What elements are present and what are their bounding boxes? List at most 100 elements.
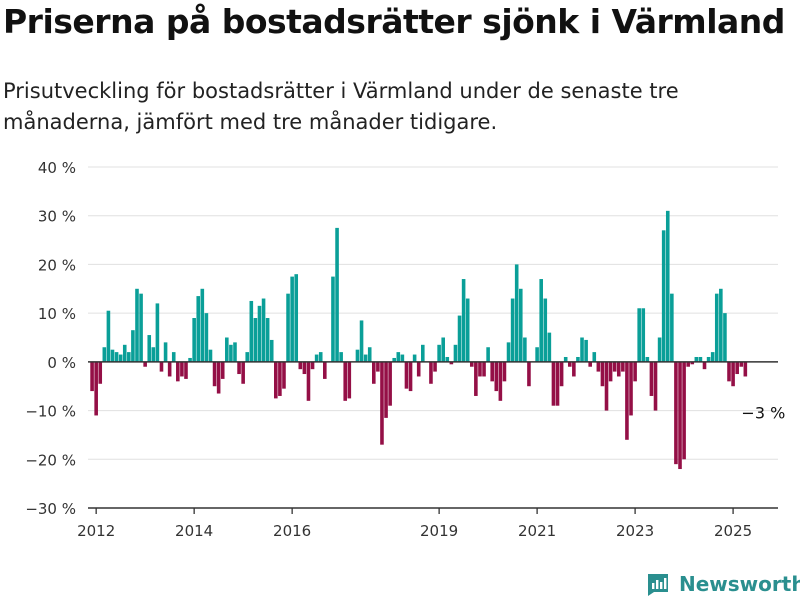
- bar: [376, 361, 380, 372]
- bar: [441, 337, 445, 362]
- bar: [580, 337, 584, 362]
- bar: [661, 230, 666, 362]
- bar: [163, 342, 168, 362]
- bar: [604, 361, 609, 411]
- bar: [416, 361, 421, 377]
- bar: [343, 361, 348, 401]
- x-tick-label: 2016: [273, 522, 311, 540]
- bar: [404, 361, 409, 389]
- bar: [694, 356, 699, 362]
- bar: [131, 330, 135, 362]
- bar: [498, 361, 503, 401]
- bar: [584, 339, 588, 362]
- bar: [421, 344, 425, 362]
- brand-name: Newsworthy: [679, 572, 800, 596]
- bar: [135, 288, 139, 362]
- bar: [543, 298, 548, 362]
- bar: [408, 361, 413, 392]
- bar: [592, 352, 597, 362]
- bar-series: [90, 210, 748, 470]
- bar: [306, 361, 311, 401]
- bar: [576, 356, 580, 362]
- bar: [523, 337, 527, 362]
- bar: [396, 352, 401, 362]
- bar: [180, 361, 184, 377]
- bar: [461, 279, 466, 362]
- bar: [176, 361, 180, 382]
- bar: [478, 361, 482, 377]
- bar: [641, 308, 646, 362]
- bar: [159, 361, 164, 372]
- bar: [465, 298, 470, 362]
- bar: [633, 361, 637, 382]
- bar: [686, 361, 690, 367]
- y-axis-tick-labels: −30 % −20 % −10 % 0 % 10 % 20 % 30 % 40 %: [25, 159, 76, 518]
- bar: [127, 352, 131, 362]
- bar: [220, 361, 225, 379]
- bar: [702, 361, 707, 370]
- bar: [657, 337, 662, 362]
- bar: [621, 361, 625, 372]
- bar: [535, 347, 539, 362]
- bar: [355, 349, 360, 362]
- y-tick-label: 10 %: [38, 305, 76, 323]
- newsworthy-brand: Newsworthy: [645, 569, 800, 599]
- y-tick-label: 40 %: [38, 159, 76, 177]
- bar: [388, 361, 392, 406]
- bar: [518, 288, 523, 362]
- x-tick-label: 2025: [714, 522, 752, 540]
- bar: [282, 361, 286, 389]
- bar: [649, 361, 654, 396]
- bar: [367, 347, 372, 362]
- bar: [474, 361, 478, 396]
- x-tick-label: 2021: [518, 522, 556, 540]
- bar: [559, 361, 564, 387]
- bar: [453, 344, 458, 362]
- bar: [690, 361, 695, 365]
- bar: [706, 356, 711, 362]
- bar: [670, 293, 674, 362]
- bar: [433, 361, 437, 372]
- bar: [171, 352, 176, 362]
- bar: [719, 288, 723, 362]
- bar: [192, 318, 196, 362]
- bar: [261, 298, 266, 362]
- bar: [286, 293, 290, 362]
- bar: [682, 361, 686, 460]
- bar: [212, 361, 217, 387]
- bar: [616, 361, 621, 377]
- bar: [155, 303, 160, 362]
- bar: [714, 293, 719, 362]
- bar: [743, 361, 748, 377]
- bar: [510, 298, 515, 362]
- bar: [143, 361, 147, 367]
- y-tick-label: −10 %: [25, 403, 76, 421]
- y-tick-label: 30 %: [38, 208, 76, 226]
- bar: [225, 337, 229, 362]
- annotations: −3 %: [741, 403, 785, 422]
- bar: [257, 305, 262, 362]
- bar: [302, 361, 307, 375]
- bar: [445, 356, 450, 362]
- bar: [551, 361, 556, 406]
- bar: [196, 296, 201, 362]
- bar: [208, 349, 213, 362]
- y-tick-label: 0 %: [47, 354, 76, 372]
- bar: [735, 361, 739, 375]
- bar: [147, 335, 152, 362]
- x-tick-label: 2023: [616, 522, 654, 540]
- bar: [600, 361, 605, 387]
- bar: [678, 361, 682, 470]
- x-axis-tick-labels: 2012 2014 2016 2019 2021 2023 2025: [77, 508, 752, 540]
- bar: [233, 342, 237, 362]
- y-tick-label: 20 %: [38, 256, 76, 274]
- bar: [139, 293, 143, 362]
- bar: [637, 308, 641, 362]
- bar: [274, 361, 278, 399]
- last-value-annotation: −3 %: [741, 403, 785, 422]
- bar: [200, 288, 205, 362]
- bar: [184, 361, 188, 379]
- bar: [710, 352, 715, 362]
- bar: [429, 361, 433, 384]
